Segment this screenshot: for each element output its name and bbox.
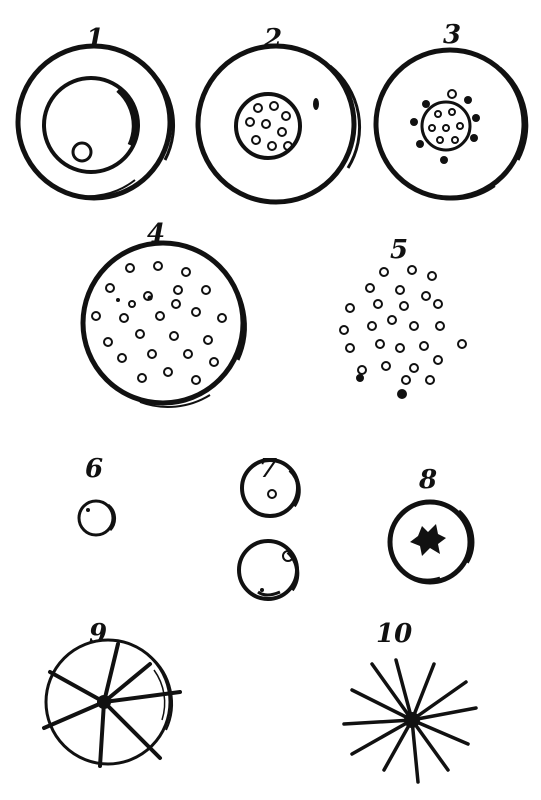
figure-9-crystal [44,640,180,766]
figure-3-cell [376,50,527,199]
figure-6-cell [79,501,115,535]
figure-2-cell [198,46,360,203]
figure-label-9: 9 [89,619,107,649]
figure-label-5: 5 [390,235,408,265]
figure-label-1: 1 [86,24,104,54]
figure-5-granules [340,266,466,398]
figure-label-6: 6 [85,454,103,484]
figure-label-8: 8 [418,465,437,495]
figure-10-crystal [344,660,476,782]
figure-label-2: 2 [263,24,282,54]
figure-1-cell [18,46,174,198]
figure-label-10: 10 [376,619,412,649]
figure-8-cell [390,502,471,582]
figure-4-cell [83,243,245,407]
figure-label-3: 3 [443,20,461,50]
